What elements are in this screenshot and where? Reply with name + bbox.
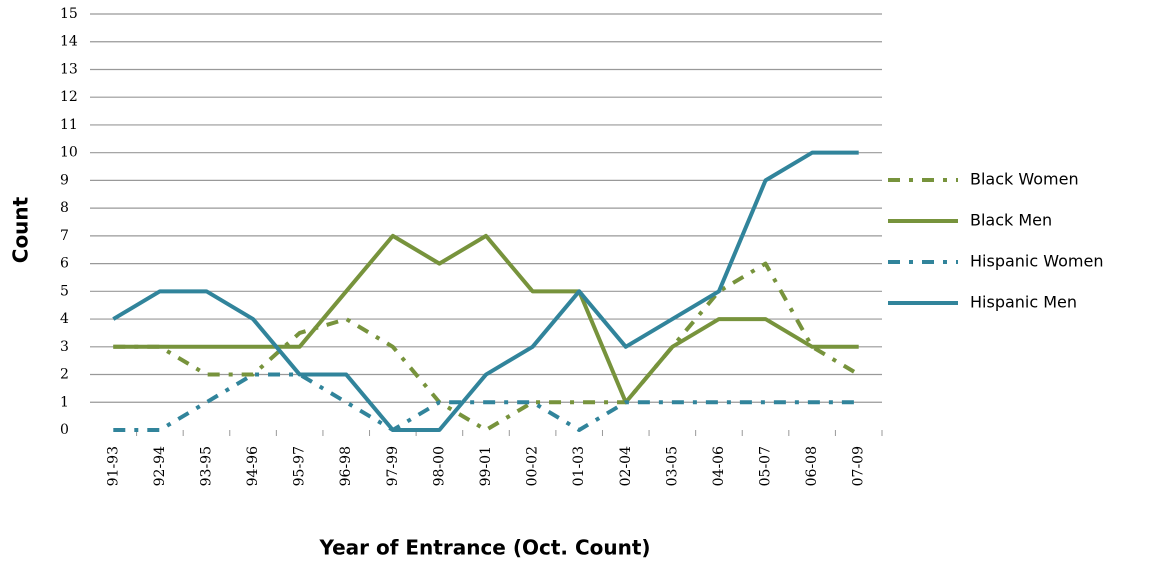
y-axis-title: Count — [9, 196, 33, 263]
y-tick-label: 5 — [60, 283, 69, 299]
y-tick-label: 12 — [60, 89, 78, 105]
x-tick-label: 97-99 — [385, 446, 401, 486]
series-line — [112, 150, 859, 432]
y-tick-label: 15 — [60, 6, 78, 22]
y-tick-label: 6 — [60, 256, 69, 272]
x-tick-label: 03-05 — [664, 446, 680, 486]
x-axis-title: Year of Entrance (Oct. Count) — [318, 536, 650, 560]
y-tick-label: 8 — [60, 200, 69, 216]
y-tick-label: 1 — [60, 394, 69, 410]
legend-label: Black Women — [970, 170, 1079, 189]
y-tick-label: 13 — [60, 61, 78, 77]
x-tick-label: 01-03 — [571, 446, 587, 486]
x-tick-label: 92-94 — [152, 446, 168, 486]
x-tick-label: 02-04 — [618, 446, 634, 486]
x-tick-label: 91-93 — [105, 446, 121, 486]
x-tick-label: 06-08 — [804, 446, 820, 486]
series-line — [113, 261, 860, 432]
x-tick-label: 98-00 — [431, 446, 447, 486]
y-tick-label: 14 — [60, 34, 78, 50]
legend-label: Hispanic Men — [970, 293, 1077, 312]
y-tick-label: 0 — [60, 422, 69, 438]
x-tick-label: 99-01 — [478, 446, 494, 486]
y-tick-label: 7 — [60, 228, 69, 244]
series-line — [113, 372, 859, 432]
y-tick-label: 9 — [60, 172, 69, 188]
y-tick-label: 10 — [60, 145, 78, 161]
legend-label: Hispanic Women — [970, 252, 1103, 271]
x-tick-label: 93-95 — [198, 446, 214, 486]
y-tick-label: 3 — [60, 339, 69, 355]
x-tick-label: 04-06 — [711, 446, 727, 486]
x-tick-label: 05-07 — [758, 446, 774, 486]
y-tick-label: 2 — [60, 367, 69, 383]
legend-label: Black Men — [970, 211, 1052, 230]
x-tick-label: 94-96 — [245, 446, 261, 486]
x-tick-label: 00-02 — [525, 446, 541, 486]
y-tick-label: 11 — [60, 117, 78, 133]
x-tick-label: 07-09 — [851, 446, 867, 486]
x-tick-label: 95-97 — [292, 446, 308, 486]
y-tick-label: 4 — [60, 311, 69, 327]
x-tick-label: 96-98 — [338, 446, 354, 486]
series-line — [113, 233, 859, 405]
